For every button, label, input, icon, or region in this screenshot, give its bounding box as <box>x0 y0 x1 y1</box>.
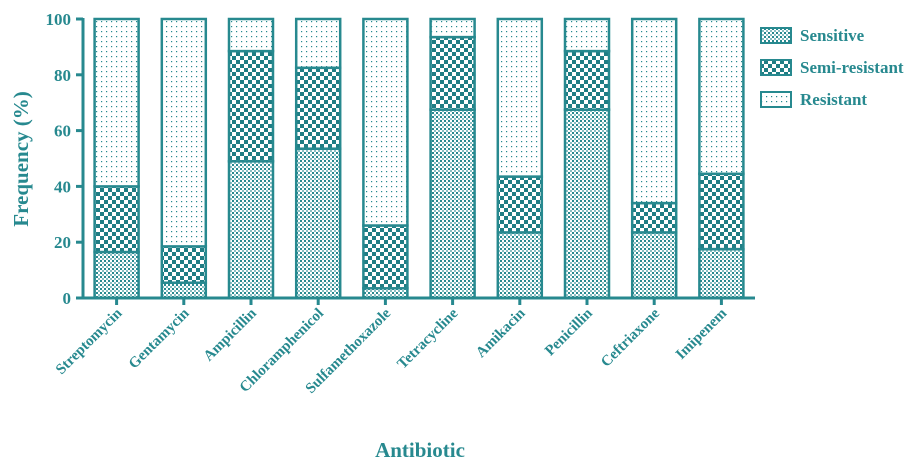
bar-group-imipenem <box>698 17 745 300</box>
bar-segment-sensitive-ceftriaxone <box>630 231 678 300</box>
legend-swatch-sensitive <box>760 27 792 44</box>
y-tick-label-100: 100 <box>46 10 72 29</box>
bar-segment-sensitive-chloramphenicol <box>294 147 342 300</box>
bar-segment-resistant-ampicillin <box>227 17 275 53</box>
y-tick-label-0: 0 <box>63 289 72 308</box>
y-tick-label-80: 80 <box>54 66 71 85</box>
bar-segment-sensitive-imipenem <box>698 247 745 300</box>
bar-segment-semi-resistant-chloramphenicol <box>294 66 342 150</box>
legend-item-sensitive: Sensitive <box>760 26 865 45</box>
bar-segment-sensitive-ampicillin <box>227 160 275 300</box>
x-tick-label-ampicillin: Ampicillin <box>201 305 261 365</box>
bar-group-chloramphenicol <box>294 17 342 300</box>
x-tick-label-ceftriaxone: Ceftriaxone <box>598 305 663 370</box>
bar-segment-semi-resistant-streptomycin <box>93 185 140 254</box>
x-tick-label-penicillin: Penicillin <box>542 305 596 359</box>
y-tick-label-60: 60 <box>54 122 71 141</box>
bar-segment-sensitive-penicillin <box>563 108 611 300</box>
bar-segment-semi-resistant-sulfamethoxazole <box>362 224 409 290</box>
bar-segment-resistant-imipenem <box>698 17 745 176</box>
y-tick-label-20: 20 <box>54 233 71 252</box>
bar-segment-resistant-sulfamethoxazole <box>362 17 409 227</box>
bar-segment-resistant-streptomycin <box>93 17 140 188</box>
x-axis-title: Antibiotic <box>375 438 465 462</box>
bar-segment-semi-resistant-gentamycin <box>160 245 208 284</box>
y-tick-label-40: 40 <box>54 177 71 196</box>
bar-group-sulfamethoxazole <box>362 17 409 300</box>
y-axis-title: Frequency (%) <box>9 91 33 227</box>
legend-label-semi-resistant: Semi-resistant <box>800 58 904 77</box>
bar-segment-resistant-amikacin <box>496 17 544 178</box>
bar-segment-sensitive-tetracycline <box>429 108 476 300</box>
bar-group-streptomycin <box>93 17 140 300</box>
bar-segment-semi-resistant-penicillin <box>563 49 611 111</box>
x-tick-label-streptomycin: Streptomycin <box>53 305 126 378</box>
bar-segment-resistant-tetracycline <box>429 17 476 39</box>
bar-segment-resistant-chloramphenicol <box>294 17 342 70</box>
x-tick-label-gentamycin: Gentamycin <box>126 305 193 372</box>
x-tick-label-amikacin: Amikacin <box>473 305 529 361</box>
bar-segment-sensitive-gentamycin <box>160 281 208 300</box>
legend-swatch-semi-resistant <box>760 59 792 76</box>
bar-segment-sensitive-streptomycin <box>93 250 140 300</box>
legend-label-resistant: Resistant <box>800 90 867 109</box>
legend-swatch-resistant <box>760 91 792 108</box>
x-tick-label-tetracycline: Tetracycline <box>395 305 462 372</box>
bar-group-ceftriaxone <box>630 17 678 300</box>
bar-segment-resistant-penicillin <box>563 17 611 53</box>
bar-group-penicillin <box>563 17 611 300</box>
x-tick-label-imipenem: Imipenem <box>673 305 731 363</box>
legend-label-sensitive: Sensitive <box>800 26 865 45</box>
bar-group-gentamycin <box>160 17 208 300</box>
bar-segment-semi-resistant-ampicillin <box>227 49 275 163</box>
legend-item-semi-resistant: Semi-resistant <box>760 58 904 77</box>
bar-segment-semi-resistant-amikacin <box>496 175 544 234</box>
bar-segment-sensitive-amikacin <box>496 231 544 300</box>
bar-segment-semi-resistant-ceftriaxone <box>630 201 678 234</box>
bar-group-ampicillin <box>227 17 275 300</box>
bar-segment-resistant-ceftriaxone <box>630 17 678 205</box>
legend-item-resistant: Resistant <box>760 90 867 109</box>
bar-segment-semi-resistant-imipenem <box>698 172 745 251</box>
bar-segment-resistant-gentamycin <box>160 17 208 248</box>
bar-group-tetracycline <box>429 17 476 300</box>
bar-segment-semi-resistant-tetracycline <box>429 35 476 111</box>
legend: Sensitive Semi-resistant Resistant <box>760 26 904 109</box>
bar-group-amikacin <box>496 17 544 300</box>
bars-layer <box>93 17 745 300</box>
